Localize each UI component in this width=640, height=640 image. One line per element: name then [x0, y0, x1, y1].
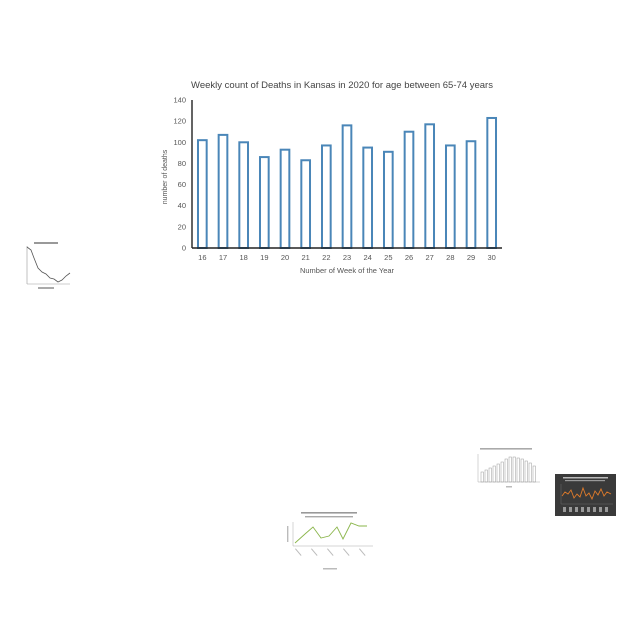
bar-week-22 — [320, 144, 332, 249]
thumbnail-decline-line-graphic — [18, 238, 74, 292]
thumbnail-dark-line-graphic — [555, 474, 616, 516]
thumbnail-decline-line-chart — [18, 238, 74, 292]
x-tick-label: 24 — [363, 253, 371, 262]
bar-week-28 — [444, 144, 456, 249]
bar-series — [196, 116, 498, 249]
x-tick-label: 28 — [446, 253, 454, 262]
bar-week-19 — [258, 156, 270, 249]
x-tick-label: 27 — [425, 253, 433, 262]
bar-week-21 — [300, 159, 312, 249]
y-tick-label: 120 — [173, 117, 186, 126]
x-tick-label: 21 — [301, 253, 309, 262]
x-tick-label: 20 — [281, 253, 289, 262]
bar-week-17 — [217, 133, 229, 249]
weekly-deaths-bar-chart: Weekly count of Deaths in Kansas in 2020… — [162, 80, 502, 275]
thumbnail-bar-histogram-graphic — [470, 446, 542, 490]
y-tick-label: 20 — [178, 222, 186, 231]
x-tick-label: 19 — [260, 253, 268, 262]
thumbnail-bar-histogram-chart — [470, 446, 542, 490]
y-tick-label: 40 — [178, 201, 186, 210]
x-tick-label: 22 — [322, 253, 330, 262]
bar-week-26 — [403, 130, 415, 249]
y-tick-label: 0 — [182, 244, 186, 253]
y-tick-label: 80 — [178, 159, 186, 168]
x-tick-label: 16 — [198, 253, 206, 262]
bar-week-27 — [424, 123, 436, 249]
thumbnail-green-line-chart — [283, 510, 375, 576]
bar-week-29 — [465, 140, 477, 249]
y-axis-ticks: 0 20 40 60 80 100 120 140 — [173, 96, 186, 253]
x-tick-label: 30 — [487, 253, 495, 262]
x-axis-ticks: 16 17 18 19 20 21 22 23 24 25 26 27 28 29 30 — [198, 253, 496, 262]
y-axis-label: number of deaths — [162, 149, 169, 204]
thumbnail-green-line-graphic — [283, 510, 375, 576]
bar-week-25 — [382, 150, 394, 249]
chart-title: Weekly count of Deaths in Kansas in 2020… — [191, 80, 493, 91]
bar-week-23 — [341, 124, 353, 249]
x-tick-label: 18 — [239, 253, 247, 262]
x-tick-label: 23 — [343, 253, 351, 262]
y-tick-label: 140 — [173, 96, 186, 105]
y-tick-label: 60 — [178, 180, 186, 189]
bar-week-30 — [486, 116, 498, 249]
bar-week-16 — [196, 139, 208, 249]
x-tick-label: 26 — [405, 253, 413, 262]
x-tick-label: 17 — [219, 253, 227, 262]
x-tick-label: 25 — [384, 253, 392, 262]
bar-week-18 — [238, 141, 250, 249]
y-tick-label: 100 — [173, 138, 186, 147]
bar-week-24 — [362, 146, 374, 249]
x-axis-label: Number of Week of the Year — [300, 266, 395, 275]
bar-week-20 — [279, 148, 291, 249]
thumbnail-dark-line-chart — [555, 474, 616, 516]
x-tick-label: 29 — [467, 253, 475, 262]
